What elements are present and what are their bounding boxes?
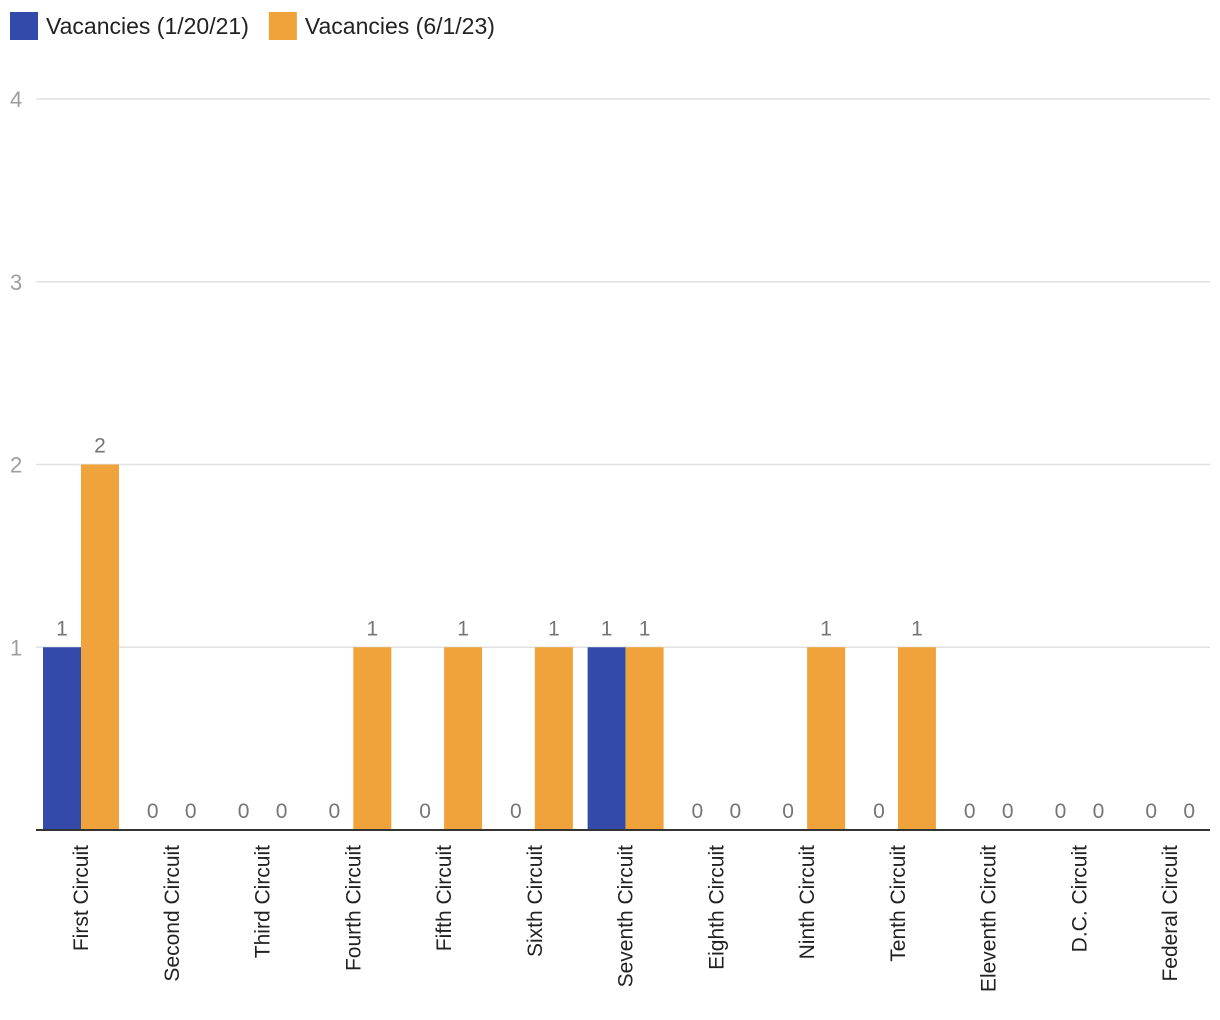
x-tick-label: D.C. Circuit (1068, 845, 1091, 953)
x-tick-label: First Circuit (70, 845, 93, 951)
data-label: 1 (639, 617, 651, 640)
data-label: 0 (328, 800, 340, 823)
data-label: 0 (147, 800, 159, 823)
data-labels: 1 2 0 0 0 0 0 1 0 1 0 1 1 1 0 0 0 1 0 1 0 0 0 0 0 0 (56, 435, 1195, 824)
bars (43, 464, 936, 830)
x-tick-label: Sixth Circuit (524, 845, 547, 957)
bar (625, 647, 664, 830)
data-label: 0 (276, 800, 288, 823)
gridlines (36, 98, 1210, 648)
data-label: 0 (238, 800, 250, 823)
data-label: 1 (820, 617, 832, 640)
x-tick-label: Fourth Circuit (342, 845, 365, 971)
x-axis-ticks: First Circuit Second Circuit Third Circuit… (70, 845, 1182, 992)
data-label: 0 (1055, 800, 1067, 823)
data-label: 1 (457, 617, 469, 640)
y-tick-label: 1 (10, 635, 22, 660)
x-tick-label: Third Circuit (252, 845, 275, 958)
data-label: 1 (911, 617, 923, 640)
y-axis-ticks: 1 2 3 4 (10, 87, 22, 660)
x-tick-label: Ninth Circuit (796, 845, 819, 960)
x-tick-label: Tenth Circuit (887, 845, 910, 962)
legend-swatch-1 (268, 12, 297, 40)
bar (444, 647, 483, 830)
y-tick-label: 4 (10, 87, 22, 112)
x-tick-label: Federal Circuit (1159, 845, 1182, 982)
data-label: 0 (419, 800, 431, 823)
data-label: 1 (601, 617, 613, 640)
data-label: 1 (366, 617, 378, 640)
data-label: 0 (873, 800, 885, 823)
data-label: 0 (1145, 800, 1157, 823)
y-tick-label: 2 (10, 453, 22, 478)
data-label: 0 (692, 800, 704, 823)
data-label: 0 (1093, 800, 1105, 823)
legend-swatch-0 (10, 12, 38, 40)
bar (81, 464, 119, 830)
data-label: 0 (782, 800, 794, 823)
data-label: 0 (185, 800, 197, 823)
data-label: 1 (56, 617, 68, 640)
bar (807, 647, 846, 830)
data-label: 0 (964, 800, 976, 823)
data-label: 1 (548, 617, 560, 640)
y-tick-label: 3 (10, 270, 22, 295)
x-tick-label: Eleventh Circuit (978, 845, 1001, 992)
x-tick-label: Fifth Circuit (433, 845, 456, 951)
bar (353, 647, 392, 830)
bar (587, 647, 626, 830)
bar (534, 647, 573, 830)
bar (43, 647, 81, 830)
bar (897, 647, 936, 830)
data-label: 2 (94, 435, 106, 458)
legend-label-1: Vacancies (6/1/23) (305, 13, 495, 39)
data-label: 0 (510, 800, 522, 823)
legend: Vacancies (1/20/21) Vacancies (6/1/23) (10, 12, 495, 40)
data-label: 0 (1183, 800, 1195, 823)
data-label: 0 (1002, 800, 1014, 823)
data-label: 0 (730, 800, 742, 823)
x-tick-label: Eighth Circuit (705, 845, 728, 970)
x-tick-label: Second Circuit (161, 845, 184, 982)
x-tick-label: Seventh Circuit (615, 845, 638, 988)
legend-label-0: Vacancies (1/20/21) (46, 13, 249, 39)
